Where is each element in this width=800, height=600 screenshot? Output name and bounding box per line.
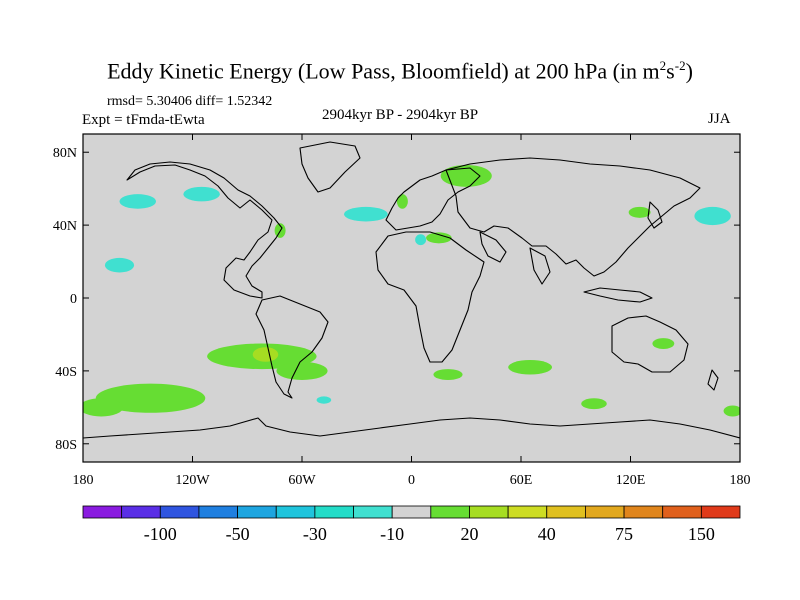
lon-tick-label: 60E (510, 473, 533, 488)
colorbar: -100 -50 -30 -10 20 40 75 150 (82, 505, 741, 544)
map-title: Eddy Kinetic Energy (Low Pass, Bloomfiel… (107, 58, 693, 84)
coastline-indonesia (583, 287, 653, 303)
experiment-label: Expt = tFmda-tEwta (82, 112, 205, 128)
coastline-europe (385, 167, 481, 231)
colorbar-swatch (546, 505, 586, 519)
lon-tick-label: 180 (73, 473, 94, 488)
latitude-ticks: 80N 40N 0 40S 80S (53, 146, 740, 453)
region-cyan-north-atlantic (343, 206, 388, 222)
colorbar-swatch (82, 505, 123, 519)
region-green-south-australia (581, 398, 607, 410)
colorbar-label: 40 (538, 524, 556, 544)
region-cyan-falklands (316, 396, 332, 404)
coastline-south-america (255, 295, 329, 399)
lon-tick-label: 60W (288, 473, 316, 488)
colorbar-label: -100 (144, 524, 177, 544)
lon-tick-label: 0 (408, 473, 415, 488)
colorbar-swatch (198, 505, 238, 519)
region-cyan-california (104, 257, 135, 273)
coastline-arabia-india (479, 231, 551, 285)
colorbar-label: 20 (460, 524, 478, 544)
coastline-north-america (126, 161, 283, 299)
region-green-south-atlantic (433, 369, 463, 380)
colorbar-label: 75 (615, 524, 633, 544)
coastline-new-zealand (707, 369, 719, 391)
lon-tick-label: 120W (175, 473, 210, 488)
coastline-africa (375, 231, 485, 363)
rmsd-label: rmsd= 5.30406 diff= 1.52342 (107, 94, 273, 109)
colorbar-swatch (353, 505, 393, 519)
region-yellowgreen-south-america-core (252, 347, 279, 362)
colorbar-swatch (237, 505, 277, 519)
colorbar-swatch (700, 505, 741, 519)
lon-tick-label: 180 (730, 473, 751, 488)
colorbar-swatch (662, 505, 702, 519)
lat-tick-label: 0 (70, 292, 77, 307)
colorbar-swatch (275, 505, 316, 519)
longitude-ticks: 180 120W 60W 0 60E 120E 180 (73, 134, 751, 488)
colorbar-swatch (430, 505, 470, 519)
region-green-mediterranean (426, 232, 452, 244)
region-cyan-north-pacific (119, 194, 156, 209)
period-label: 2904kyr BP - 2904kyr BP (321, 107, 479, 123)
region-green-indian-ocean (508, 359, 553, 375)
region-cyan-iberia (415, 234, 427, 246)
coastline-greenland (299, 141, 361, 193)
region-cyan-pacific-east (694, 206, 731, 226)
coastline-japan (647, 201, 663, 229)
colorbar-swatch (391, 505, 432, 519)
region-green-east-asia (628, 206, 651, 218)
region-green-south-pacific-west (83, 398, 124, 417)
coastlines (83, 141, 740, 439)
lat-tick-label: 40N (53, 219, 77, 234)
colorbar-label: -10 (380, 524, 404, 544)
colorbar-label: -30 (303, 524, 327, 544)
lon-tick-label: 120E (616, 473, 646, 488)
lat-tick-label: 40S (55, 365, 77, 380)
colorbar-label: 150 (688, 524, 715, 544)
region-green-south-america-east (276, 361, 328, 380)
region-green-north-atlantic (396, 194, 408, 209)
region-green-tasman (723, 405, 740, 417)
lat-tick-label: 80S (55, 438, 77, 453)
region-green-south-pacific (95, 383, 206, 413)
colorbar-swatch (469, 505, 509, 519)
season-label: JJA (708, 111, 731, 127)
colorbar-swatch (585, 505, 625, 519)
coastline-asia (445, 157, 701, 277)
map-background (83, 134, 740, 462)
region-cyan-canada (183, 186, 220, 202)
shaded-regions (83, 164, 740, 417)
coastline-antarctica (83, 417, 740, 439)
lat-tick-label: 80N (53, 146, 77, 161)
colorbar-swatch (623, 505, 664, 519)
region-green-australia-east (652, 338, 675, 350)
colorbar-swatch (159, 505, 200, 519)
colorbar-swatch (121, 505, 161, 519)
region-green-scandinavia (440, 164, 492, 187)
colorbar-label: -50 (226, 524, 250, 544)
colorbar-swatch (507, 505, 548, 519)
coastline-australia (611, 315, 689, 373)
colorbar-swatch (314, 505, 354, 519)
